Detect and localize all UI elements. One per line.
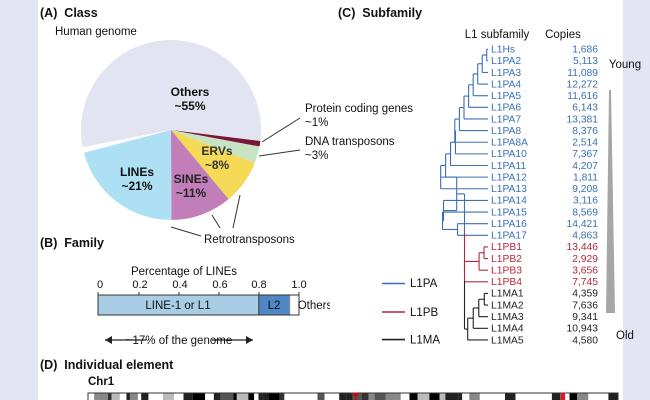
svg-text:1,811: 1,811	[573, 172, 598, 183]
svg-text:L1PA15: L1PA15	[491, 207, 527, 218]
svg-text:L1PA12: L1PA12	[491, 172, 527, 183]
svg-text:L1 subfamily: L1 subfamily	[465, 29, 530, 41]
svg-text:14,421: 14,421	[567, 219, 599, 230]
svg-text:L1PA8A: L1PA8A	[491, 138, 528, 149]
svg-text:9,208: 9,208	[572, 184, 598, 195]
svg-text:L1MA3: L1MA3	[491, 312, 524, 323]
svg-text:L1PA2: L1PA2	[491, 56, 521, 67]
svg-text:L1PA3: L1PA3	[491, 68, 521, 79]
svg-text:L1Hs: L1Hs	[491, 45, 515, 56]
svg-text:13,381: 13,381	[567, 114, 599, 125]
svg-text:7,367: 7,367	[572, 149, 598, 160]
svg-text:3,116: 3,116	[573, 196, 598, 207]
svg-text:L1MA2: L1MA2	[491, 300, 524, 311]
svg-text:7,745: 7,745	[572, 277, 598, 288]
svg-text:Old: Old	[616, 330, 634, 342]
svg-text:L1PA4: L1PA4	[491, 79, 521, 90]
svg-text:7,636: 7,636	[572, 300, 598, 311]
svg-text:L1PB4: L1PB4	[491, 277, 522, 288]
svg-text:L1PB1: L1PB1	[491, 242, 522, 253]
svg-text:L1PB3: L1PB3	[491, 265, 522, 276]
svg-text:8,376: 8,376	[572, 126, 598, 137]
svg-text:11,616: 11,616	[567, 91, 598, 102]
svg-text:1,686: 1,686	[572, 45, 598, 56]
svg-text:L1PA16: L1PA16	[491, 219, 527, 230]
svg-text:5,113: 5,113	[573, 56, 598, 67]
svg-text:L1MA: L1MA	[410, 335, 440, 347]
svg-text:L1PA11: L1PA11	[491, 161, 526, 172]
svg-text:Copies: Copies	[545, 29, 581, 41]
svg-text:L1MA5: L1MA5	[491, 335, 524, 346]
svg-text:L1MA1: L1MA1	[491, 289, 524, 300]
svg-text:13,446: 13,446	[567, 242, 599, 253]
svg-text:L1MA4: L1MA4	[491, 324, 524, 335]
svg-text:8,569: 8,569	[572, 207, 598, 218]
svg-text:L1PA14: L1PA14	[491, 196, 527, 207]
svg-text:Young: Young	[609, 59, 641, 71]
svg-text:3,656: 3,656	[572, 265, 598, 276]
svg-text:L1PA7: L1PA7	[491, 114, 521, 125]
svg-text:2,929: 2,929	[572, 254, 598, 265]
svg-text:L1PB: L1PB	[410, 307, 438, 319]
svg-text:L1PA10: L1PA10	[491, 149, 527, 160]
svg-text:4,580: 4,580	[572, 335, 598, 346]
svg-text:4,207: 4,207	[572, 161, 598, 172]
svg-text:L1PA17: L1PA17	[491, 231, 527, 242]
svg-text:4,863: 4,863	[572, 231, 598, 242]
svg-text:L1PA13: L1PA13	[491, 184, 527, 195]
svg-text:12,272: 12,272	[567, 79, 599, 90]
svg-text:L1PA8: L1PA8	[491, 126, 521, 137]
svg-text:L1PA5: L1PA5	[491, 91, 521, 102]
svg-text:10,943: 10,943	[567, 324, 599, 335]
svg-text:L1PA: L1PA	[410, 278, 438, 290]
svg-text:11,089: 11,089	[567, 68, 598, 79]
svg-text:6,143: 6,143	[572, 103, 598, 114]
svg-text:L1PB2: L1PB2	[491, 254, 522, 265]
svg-text:4,359: 4,359	[572, 289, 598, 300]
svg-text:2,514: 2,514	[572, 138, 598, 149]
svg-text:9,341: 9,341	[572, 312, 598, 323]
svg-text:L1PA6: L1PA6	[491, 103, 521, 114]
